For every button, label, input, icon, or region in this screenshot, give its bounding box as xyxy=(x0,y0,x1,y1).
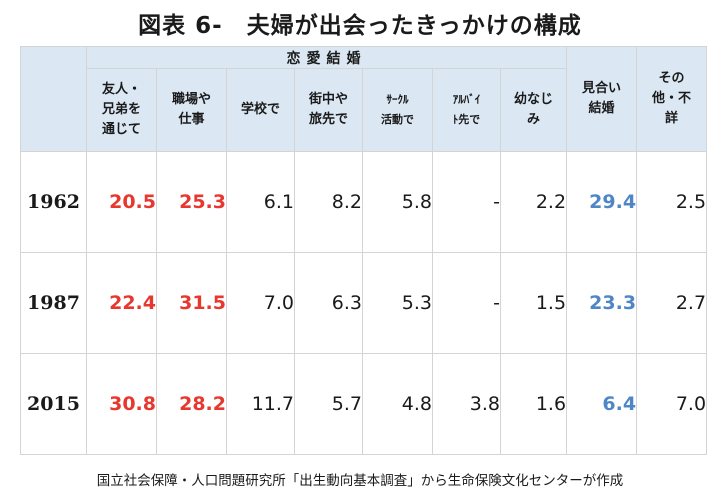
col-header: 見合い 結婚 xyxy=(566,46,638,152)
data-cell: 22.4 xyxy=(86,252,157,354)
data-table: 恋愛結婚 見合い 結婚 その 他・不 詳 友人・ 兄弟を 通じて 職場や 仕事 … xyxy=(20,46,708,455)
data-cell: 8.2 xyxy=(294,151,363,253)
chart-title: 図表 6- 夫婦が出会ったきっかけの構成 xyxy=(138,13,582,39)
data-cell: 30.8 xyxy=(86,353,157,455)
group-header-row: 恋愛結婚 見合い 結婚 その 他・不 詳 xyxy=(20,46,708,152)
data-cell: 1.5 xyxy=(499,252,568,354)
data-cell: - xyxy=(432,252,501,354)
col-header: ｱﾙﾊﾞｲ ﾄ先で xyxy=(432,68,501,152)
data-cell: 7.0 xyxy=(636,353,708,455)
data-cell: 20.5 xyxy=(86,151,157,253)
data-cell: 11.7 xyxy=(226,353,295,455)
data-cell: 1.6 xyxy=(499,353,568,455)
data-cell: 5.7 xyxy=(294,353,363,455)
col-header: 友人・ 兄弟を 通じて xyxy=(86,68,157,152)
table-row: 2015 30.8 28.2 11.7 5.7 4.8 3.8 1.6 6.4 7.0 xyxy=(20,353,708,455)
data-cell: 6.4 xyxy=(566,353,638,455)
group-header-romance: 恋愛結婚 xyxy=(85,46,568,69)
data-cell: 31.5 xyxy=(156,252,227,354)
data-cell: 23.3 xyxy=(566,252,638,354)
data-cell: 7.0 xyxy=(226,252,295,354)
col-header: 学校で xyxy=(226,68,295,152)
data-cell: - xyxy=(432,151,501,253)
row-year-label: 2015 xyxy=(20,353,87,455)
data-cell: 28.2 xyxy=(156,353,227,455)
row-year-label: 1987 xyxy=(20,252,87,354)
table-row: 1962 20.5 25.3 6.1 8.2 5.8-2.2 29.4 2.5 xyxy=(20,151,708,253)
table-row: 1987 22.4 31.5 7.0 6.3 5.3-1.5 23.3 2.7 xyxy=(20,252,708,354)
data-cell: 25.3 xyxy=(156,151,227,253)
col-header: その 他・不 詳 xyxy=(636,46,708,152)
data-cell: 2.5 xyxy=(636,151,708,253)
data-cell: 29.4 xyxy=(566,151,638,253)
data-cell: 5.3 xyxy=(362,252,433,354)
col-header: 街中や 旅先で xyxy=(294,68,363,152)
row-year-label: 1962 xyxy=(20,151,87,253)
data-cell: 4.8 xyxy=(362,353,433,455)
source-note: 国立社会保障・人口問題研究所「出生動向基本調査」から生命保険文化センターが作成 xyxy=(96,473,624,489)
col-header: ｻｰｸﾙ 活動で xyxy=(362,68,433,152)
corner-cell xyxy=(20,46,87,152)
col-header: 職場や 仕事 xyxy=(156,68,227,152)
data-cell: 6.3 xyxy=(294,252,363,354)
data-cell: 2.7 xyxy=(636,252,708,354)
data-cell: 3.8 xyxy=(432,353,501,455)
col-header: 幼なじ み xyxy=(499,68,568,152)
data-cell: 6.1 xyxy=(226,151,295,253)
data-cell: 5.8 xyxy=(362,151,433,253)
column-header-row: 友人・ 兄弟を 通じて 職場や 仕事 学校で 街中や 旅先で ｻｰｸﾙ 活動で … xyxy=(21,68,707,152)
data-cell: 2.2 xyxy=(499,151,568,253)
